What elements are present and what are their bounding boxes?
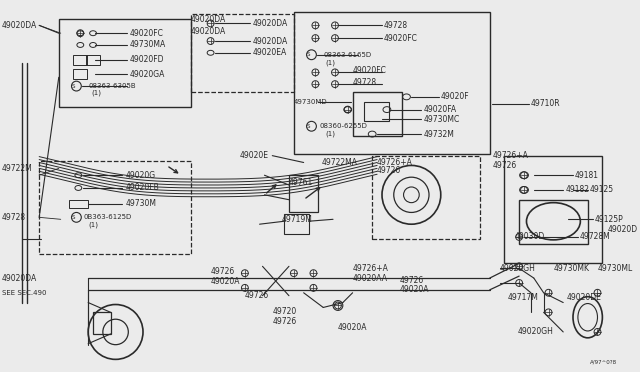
Text: 49020GH: 49020GH — [500, 264, 536, 273]
Text: 49730MA: 49730MA — [129, 41, 166, 49]
Bar — [93, 312, 111, 334]
Text: 49020FB: 49020FB — [125, 183, 159, 192]
Text: 49020FC: 49020FC — [353, 66, 387, 75]
Text: (1): (1) — [88, 222, 98, 228]
Bar — [86, 55, 100, 65]
Text: 49730M: 49730M — [125, 199, 156, 208]
Text: A/97^0?8: A/97^0?8 — [590, 360, 617, 365]
Text: 49761: 49761 — [289, 177, 313, 187]
Text: 49020A: 49020A — [211, 276, 240, 286]
Text: 49730MK: 49730MK — [554, 264, 589, 273]
Text: 49722MA: 49722MA — [321, 158, 357, 167]
Text: 49020DA: 49020DA — [191, 15, 227, 24]
Text: 49722M: 49722M — [2, 164, 33, 173]
Text: 49726+A: 49726+A — [493, 151, 529, 160]
Text: 08363-6305B: 08363-6305B — [88, 83, 136, 89]
Text: 49020DA: 49020DA — [253, 36, 288, 45]
Bar — [59, 19, 191, 107]
Text: 49181: 49181 — [575, 171, 599, 180]
Bar — [68, 200, 88, 208]
Text: 49020DA: 49020DA — [2, 21, 37, 30]
Text: 49730MD: 49730MD — [294, 99, 328, 105]
Text: 49020EA: 49020EA — [253, 48, 287, 57]
Text: 49020FD: 49020FD — [129, 55, 164, 64]
Text: 49020DA: 49020DA — [253, 19, 288, 28]
Bar — [504, 155, 602, 263]
Text: 49710R: 49710R — [531, 99, 561, 108]
Text: 49020GA: 49020GA — [129, 70, 164, 79]
Text: 49730ML: 49730ML — [598, 264, 633, 273]
Text: 49020D: 49020D — [607, 225, 637, 234]
Bar — [364, 102, 389, 121]
Text: 49732M: 49732M — [423, 129, 454, 139]
Text: 49726: 49726 — [211, 267, 235, 276]
Bar — [372, 155, 480, 239]
Text: (1): (1) — [91, 90, 101, 96]
Text: 49726: 49726 — [245, 291, 269, 300]
Text: 49020FC: 49020FC — [384, 33, 418, 43]
Bar — [289, 175, 318, 212]
Text: 49728: 49728 — [2, 213, 26, 222]
Text: 49728: 49728 — [384, 21, 408, 30]
Bar — [74, 70, 87, 79]
Text: 49728M: 49728M — [580, 232, 611, 241]
Text: 49020AA: 49020AA — [353, 273, 388, 283]
Text: 49020FA: 49020FA — [423, 105, 456, 114]
Bar — [39, 161, 191, 254]
Text: 49726: 49726 — [493, 161, 517, 170]
Text: 49726+A: 49726+A — [377, 158, 413, 167]
Bar — [74, 55, 87, 65]
Text: 49125P: 49125P — [595, 215, 623, 224]
Bar — [284, 214, 308, 234]
Text: 49726: 49726 — [377, 166, 401, 175]
Text: 49030D: 49030D — [514, 232, 545, 241]
Text: 49020A: 49020A — [338, 323, 367, 331]
Text: (1): (1) — [325, 131, 335, 137]
Text: 49020E: 49020E — [240, 151, 269, 160]
Text: 49020FC: 49020FC — [129, 29, 163, 38]
Text: 49125: 49125 — [589, 185, 614, 195]
Bar — [353, 92, 401, 136]
Text: 49182: 49182 — [565, 185, 589, 195]
Bar — [519, 200, 588, 244]
Text: 49726: 49726 — [399, 276, 424, 285]
Text: 49717M: 49717M — [508, 293, 538, 302]
Text: 49719M: 49719M — [282, 215, 313, 224]
Text: (1): (1) — [325, 59, 335, 66]
Text: 49020GH: 49020GH — [517, 327, 553, 336]
Text: S: S — [72, 84, 76, 89]
Text: 0B363-6125D: 0B363-6125D — [83, 214, 131, 220]
Bar — [294, 12, 490, 154]
Text: 49020G: 49020G — [125, 171, 156, 180]
Text: 49726+A: 49726+A — [353, 264, 388, 273]
Text: S: S — [72, 215, 76, 220]
Text: 08363-6165D: 08363-6165D — [323, 52, 371, 58]
Text: 49020F: 49020F — [441, 92, 469, 101]
Text: SEE SEC.490: SEE SEC.490 — [2, 290, 47, 296]
Text: 49728: 49728 — [353, 78, 377, 87]
Text: 49720: 49720 — [272, 307, 296, 316]
Text: 49020DA: 49020DA — [191, 27, 227, 36]
Text: 49020DE: 49020DE — [566, 293, 601, 302]
Text: S: S — [307, 52, 310, 57]
Text: 49730MC: 49730MC — [423, 115, 460, 124]
Text: 08360-6255D: 08360-6255D — [319, 123, 367, 129]
Text: S: S — [307, 124, 310, 129]
Text: 49726: 49726 — [272, 317, 296, 326]
Text: 49020DA: 49020DA — [2, 273, 37, 283]
Bar — [191, 14, 294, 92]
Text: 49020A: 49020A — [399, 285, 429, 294]
